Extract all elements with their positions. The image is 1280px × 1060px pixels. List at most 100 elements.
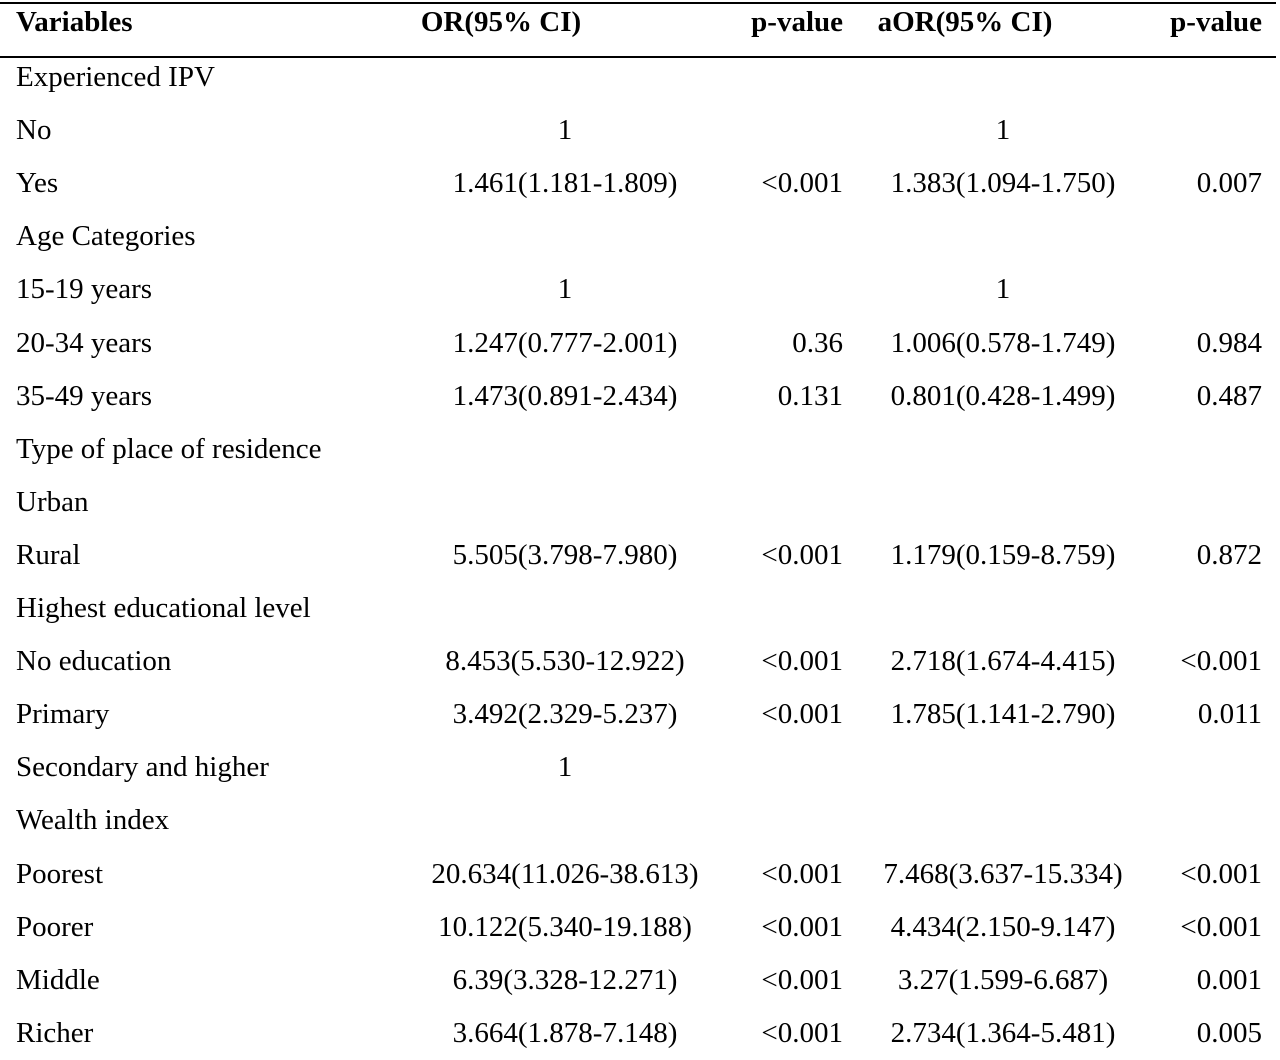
header-p-value-1: p-value [751, 6, 843, 38]
table-header: Variables OR(95% CI) p-value aOR(95% CI)… [0, 0, 1280, 49]
cell-adjusted-p-value [1100, 51, 1262, 104]
cell-adjusted-p-value [1100, 104, 1262, 157]
table-row: Highest educational level [0, 582, 1280, 635]
cell-or: 20.634(11.026-38.613) [431, 857, 699, 890]
table-row: Type of place of residence [0, 423, 1280, 476]
cell-aor: 1 [995, 114, 1011, 147]
cell-variable: Poorest [16, 857, 103, 890]
cell-adjusted-p-value [1100, 210, 1262, 263]
header-or: OR(95% CI) [420, 6, 582, 38]
cell-aor: 1.785(1.141-2.790) [890, 698, 1116, 731]
cell-adjusted-p-value [1100, 423, 1262, 476]
cell-p-value [700, 582, 843, 635]
cell-p-value [700, 423, 843, 476]
cell-or [400, 582, 730, 635]
cell-p-value: 0.36 [792, 326, 843, 359]
cell-adjusted-p-value: 0.984 [1196, 326, 1262, 359]
cell-p-value: <0.001 [761, 1016, 843, 1049]
table-row: Urban [0, 476, 1280, 529]
table-row: Rural 5.505(3.798-7.980) <0.001 1.179(0.159… [0, 529, 1280, 582]
cell-adjusted-p-value [1100, 794, 1262, 847]
cell-adjusted-p-value [1100, 263, 1262, 316]
cell-p-value: <0.001 [761, 645, 843, 678]
cell-variable: Highest educational level [16, 592, 311, 624]
cell-variable: No [16, 114, 52, 147]
cell-variable: 20-34 years [16, 326, 153, 359]
table-row: Yes 1.461(1.181-1.809) <0.001 1.383(1.094-1… [0, 157, 1280, 210]
cell-variable: Richer [16, 1016, 94, 1049]
cell-adjusted-p-value: 0.007 [1196, 167, 1262, 200]
cell-variable: Type of place of residence [16, 432, 322, 465]
cell-aor: 1 [995, 273, 1011, 306]
cell-p-value: <0.001 [761, 698, 843, 731]
cell-variable: No education [16, 645, 172, 678]
cell-or: 1.473(0.891-2.434) [452, 379, 678, 412]
cell-variable: Rural [16, 538, 81, 571]
cell-adjusted-p-value: 0.005 [1196, 1016, 1262, 1049]
cell-variable: Primary [16, 698, 110, 731]
table-row: Experienced IPV [0, 51, 1280, 104]
table-row: 35-49 years 1.473(0.891-2.434) 0.131 0.801(… [0, 370, 1280, 423]
cell-variable: Middle [16, 963, 100, 996]
cell-adjusted-p-value [1100, 741, 1262, 794]
cell-p-value [700, 794, 843, 847]
cell-p-value [700, 741, 843, 794]
cell-variable: Secondary and higher [16, 751, 269, 784]
header-aor: aOR(95% CI) [877, 6, 1053, 38]
cell-aor: 1.006(0.578-1.749) [890, 326, 1116, 359]
table-row: Secondary and higher 1 [0, 741, 1280, 794]
cell-p-value [700, 104, 843, 157]
header-rule [0, 56, 1276, 58]
cell-or [400, 210, 730, 263]
table-row: 15-19 years 1 1 [0, 263, 1280, 316]
cell-or [400, 423, 730, 476]
cell-or: 6.39(3.328-12.271) [452, 963, 678, 996]
cell-or [400, 51, 730, 104]
cell-aor: 2.718(1.674-4.415) [890, 645, 1116, 678]
top-rule [0, 2, 1276, 4]
cell-variable: Poorer [16, 910, 94, 943]
cell-adjusted-p-value: <0.001 [1180, 910, 1262, 943]
cell-or: 1 [557, 751, 573, 784]
cell-p-value [700, 263, 843, 316]
cell-or: 1 [557, 114, 573, 147]
cell-p-value: <0.001 [761, 857, 843, 890]
header-p-value-2: p-value [1170, 6, 1262, 38]
table-row: Richer 3.664(1.878-7.148) <0.001 2.734(1.36… [0, 1007, 1280, 1060]
table-row: Poorer 10.122(5.340-19.188) <0.001 4.434(2.… [0, 901, 1280, 954]
cell-aor: 3.27(1.599-6.687) [897, 963, 1109, 996]
cell-p-value [700, 210, 843, 263]
cell-or: 8.453(5.530-12.922) [445, 645, 685, 678]
table-row: No education 8.453(5.530-12.922) <0.001 2.7… [0, 635, 1280, 688]
cell-variable: Yes [16, 167, 59, 200]
cell-aor: 1.383(1.094-1.750) [890, 167, 1116, 200]
cell-p-value: <0.001 [761, 910, 843, 943]
cell-variable: 35-49 years [16, 379, 153, 412]
header-variables: Variables [16, 6, 133, 38]
cell-p-value: <0.001 [761, 167, 843, 200]
cell-or: 3.664(1.878-7.148) [452, 1016, 678, 1049]
cell-p-value: 0.131 [777, 379, 843, 412]
cell-or [400, 794, 730, 847]
cell-variable: Age Categories [16, 220, 196, 253]
table-row: Middle 6.39(3.328-12.271) <0.001 3.27(1.599… [0, 954, 1280, 1007]
cell-adjusted-p-value: <0.001 [1180, 857, 1262, 890]
cell-adjusted-p-value [1100, 476, 1262, 529]
cell-or [400, 476, 730, 529]
table-row: Poorest 20.634(11.026-38.613) <0.001 7.468(… [0, 848, 1280, 901]
table-row: Age Categories [0, 210, 1280, 263]
cell-or: 3.492(2.329-5.237) [452, 698, 678, 731]
table-row: Wealth index [0, 794, 1280, 847]
cell-or: 5.505(3.798-7.980) [452, 538, 678, 571]
cell-variable: Urban [16, 485, 89, 518]
cell-aor: 7.468(3.637-15.334) [883, 857, 1123, 890]
cell-aor: 4.434(2.150-9.147) [890, 910, 1116, 943]
cell-or: 1.247(0.777-2.001) [452, 326, 678, 359]
cell-adjusted-p-value: 0.001 [1196, 963, 1262, 996]
cell-adjusted-p-value: 0.872 [1196, 538, 1262, 571]
cell-adjusted-p-value: 0.487 [1196, 379, 1262, 412]
cell-or: 1 [557, 273, 573, 306]
cell-or: 10.122(5.340-19.188) [438, 910, 692, 943]
table-row: Primary 3.492(2.329-5.237) <0.001 1.785(1.1… [0, 688, 1280, 741]
cell-p-value: <0.001 [761, 963, 843, 996]
